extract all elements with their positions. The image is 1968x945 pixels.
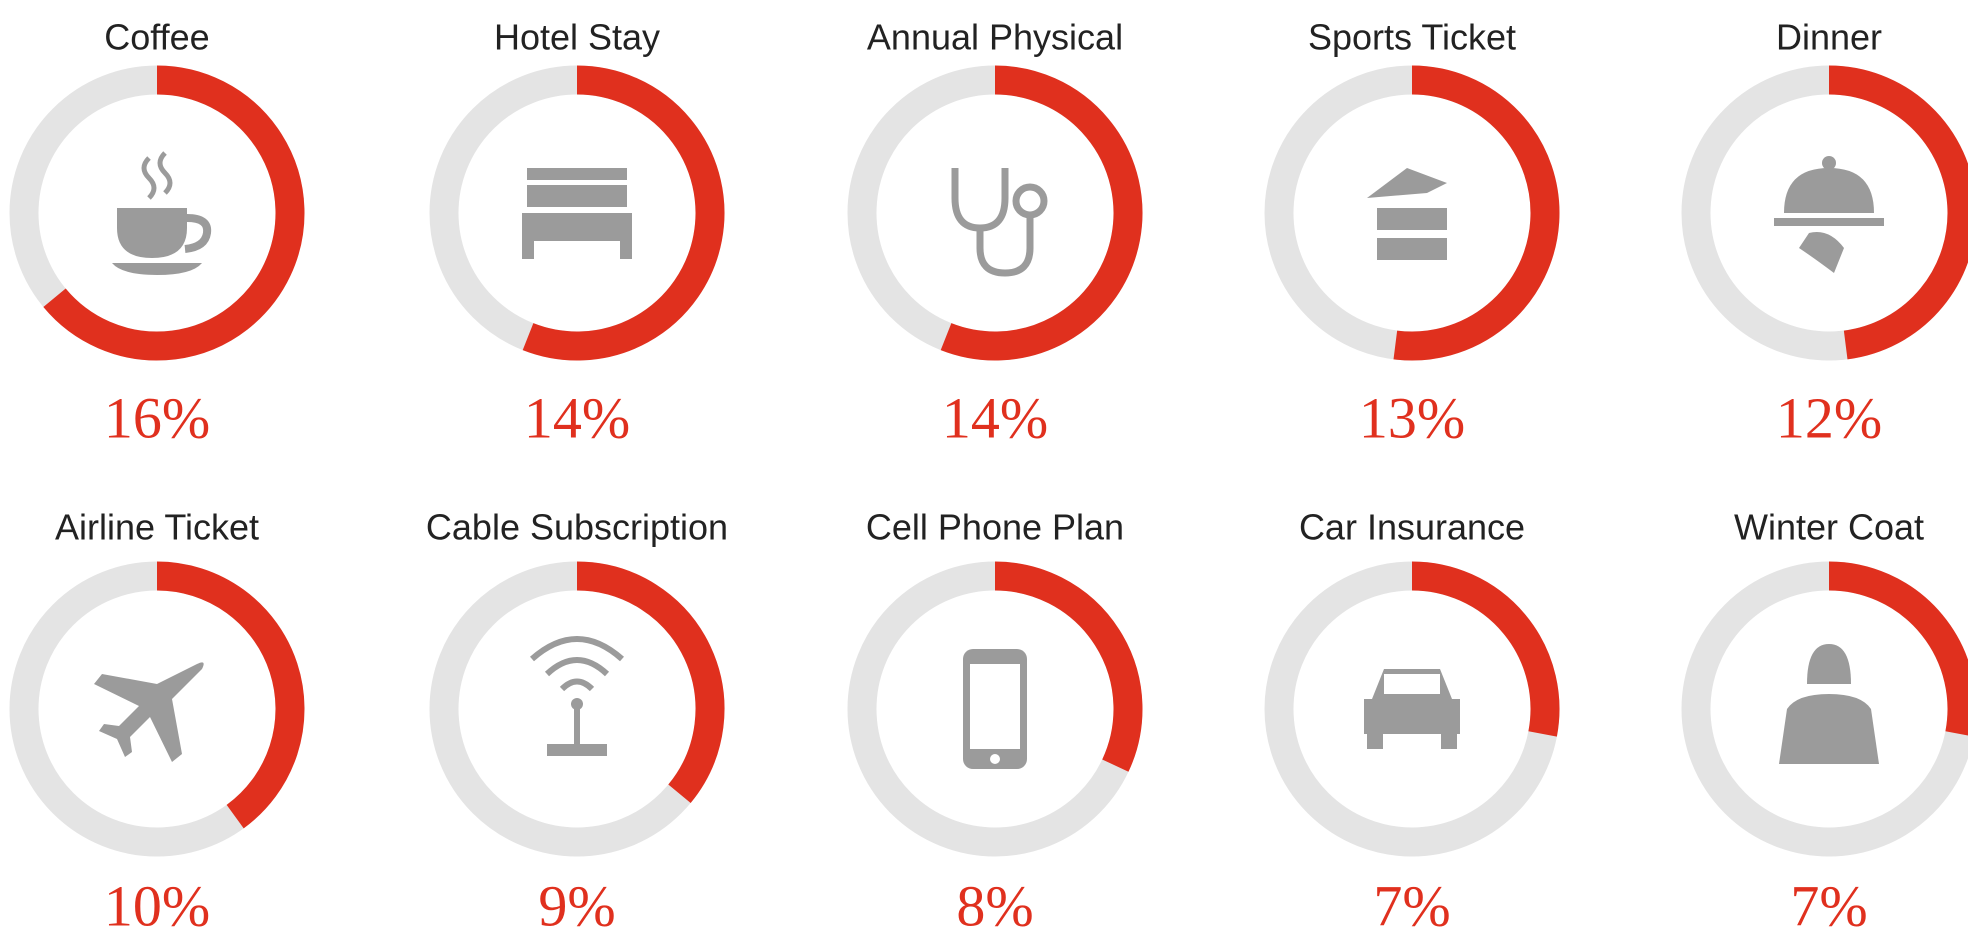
gauge-arc [1828, 65, 1968, 360]
value-label: 7% [1790, 873, 1867, 938]
value-label: 13% [1359, 385, 1465, 450]
value-label: 14% [942, 385, 1048, 450]
cloche-icon [1774, 156, 1884, 273]
value-label: 14% [524, 385, 630, 450]
category-label: Cable Subscription [426, 507, 728, 548]
plane-icon [94, 662, 204, 762]
value-label: 8% [956, 873, 1033, 938]
gauge-arc [576, 561, 725, 804]
phone-icon [963, 649, 1027, 769]
category-label: Airline Ticket [55, 507, 259, 548]
value-label: 12% [1776, 385, 1882, 450]
stethoscope-icon [951, 168, 1048, 277]
gauge-arc [1828, 561, 1968, 736]
antenna-icon [530, 636, 624, 756]
icons [94, 151, 1884, 769]
car-icon [1364, 669, 1460, 749]
gauge-arc [43, 65, 305, 361]
value-label: 7% [1373, 873, 1450, 938]
value-label: 9% [538, 873, 615, 938]
gauge-arc [940, 65, 1143, 361]
category-label: Hotel Stay [494, 17, 660, 58]
bed-icon [522, 168, 632, 259]
category-label: Sports Ticket [1308, 17, 1516, 58]
gauge-arc [1411, 561, 1560, 737]
category-label: Car Insurance [1299, 507, 1525, 548]
value-label: 16% [104, 385, 210, 450]
gauge-arc [994, 561, 1143, 772]
gauge-arc [1393, 65, 1560, 361]
gauge-arc [156, 561, 305, 829]
person-icon [1779, 644, 1879, 764]
category-label: Cell Phone Plan [866, 507, 1124, 548]
gauge-arc [522, 65, 725, 361]
value-label: 10% [104, 873, 210, 938]
category-label: Annual Physical [867, 17, 1123, 58]
coffee-icon [112, 151, 212, 275]
category-label: Coffee [104, 17, 209, 58]
category-label: Winter Coat [1734, 507, 1924, 548]
category-label: Dinner [1776, 17, 1882, 58]
ticket-icon [1367, 168, 1447, 260]
